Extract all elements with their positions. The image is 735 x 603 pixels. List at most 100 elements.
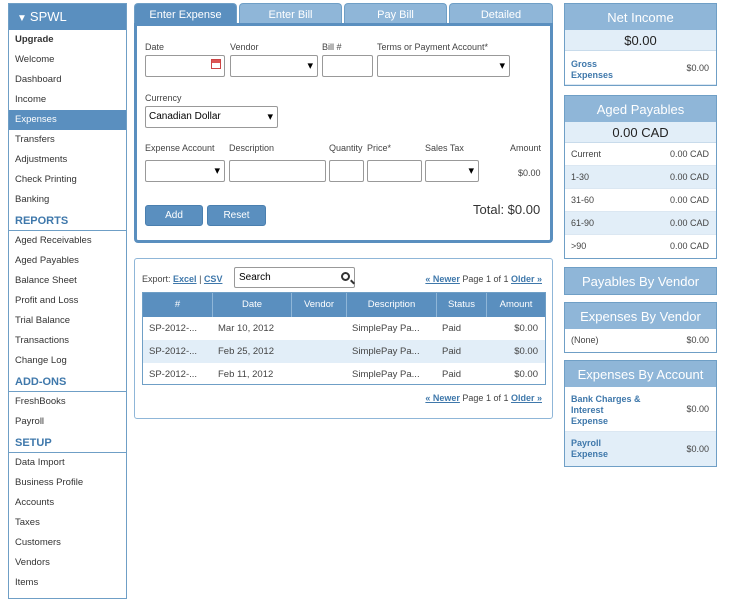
tab-detailed[interactable]: Detailed xyxy=(449,3,553,24)
sidebar-item-dashboard[interactable]: Dashboard xyxy=(15,74,62,85)
cell-amount: $0.00 xyxy=(514,346,538,357)
sidebar-item-balance-sheet[interactable]: Balance Sheet xyxy=(15,275,77,286)
table-row[interactable]: SP-2012-... Feb 25, 2012 SimplePay Pa...… xyxy=(143,340,545,363)
account-expense-value: $0.00 xyxy=(686,404,709,414)
sidebar-item-adjustments[interactable]: Adjustments xyxy=(15,154,68,165)
column-header-status[interactable]: Status xyxy=(437,293,487,317)
sidebar-item-aged-payables[interactable]: Aged Payables xyxy=(15,255,79,266)
sidebar-item-welcome[interactable]: Welcome xyxy=(15,54,55,65)
sidebar-item-accounts[interactable]: Accounts xyxy=(15,497,55,508)
sidebar-item-transactions[interactable]: Transactions xyxy=(15,335,70,346)
reset-button[interactable]: Reset xyxy=(207,205,266,226)
date-field[interactable] xyxy=(145,55,225,77)
account-link[interactable]: Payroll Expense xyxy=(571,438,609,459)
table-row[interactable]: SP-2012-... Mar 10, 2012 SimplePay Pa...… xyxy=(143,317,545,340)
enter-expense-form: Date Vendor Bill # Terms or Payment Acco… xyxy=(134,23,553,243)
sidebar-item-items[interactable]: Items xyxy=(15,577,39,588)
aging-bucket-label: 1-30 xyxy=(571,172,590,182)
sidebar-item-profit-and-loss[interactable]: Profit and Loss xyxy=(15,295,79,306)
column-header-vendor[interactable]: Vendor xyxy=(292,293,347,317)
sidebar-section-add-ons: ADD-ONS xyxy=(9,371,126,392)
quantity-field[interactable] xyxy=(329,160,364,182)
older-link[interactable]: Older » xyxy=(510,393,542,403)
company-menu[interactable]: ▼ SPWL xyxy=(9,4,126,30)
aging-bucket-label: 61-90 xyxy=(571,218,595,228)
aged-payables-row-over-90: >90 0.00 CAD xyxy=(565,235,716,257)
expense-account-label: Expense Account xyxy=(145,143,215,153)
search-text: Search xyxy=(239,272,271,283)
sidebar-item-business-profile[interactable]: Business Profile xyxy=(15,477,84,488)
aging-bucket-value: 0.00 CAD xyxy=(669,195,709,205)
quantity-label: Quantity xyxy=(329,143,363,153)
expenses-by-vendor-widget: Expenses By Vendor (None) $0.00 xyxy=(564,302,717,353)
gross-expenses-link[interactable]: Gross Expenses xyxy=(571,59,614,80)
aging-bucket-value: 0.00 CAD xyxy=(669,218,709,228)
expenses-by-account-title[interactable]: Expenses By Account xyxy=(565,361,716,387)
sidebar-item-expenses[interactable]: Expenses xyxy=(9,110,126,130)
aged-payables-row-61-90: 61-90 0.00 CAD xyxy=(565,212,716,235)
account-link[interactable]: Bank Charges & Interest Expense xyxy=(571,394,641,426)
currency-select[interactable]: Canadian Dollar xyxy=(145,106,278,128)
column-header-date[interactable]: Date xyxy=(213,293,292,317)
expense-account-select[interactable] xyxy=(145,160,225,182)
vendor-select[interactable] xyxy=(230,55,318,77)
tab-enter-bill[interactable]: Enter Bill xyxy=(239,3,342,24)
sidebar-item-aged-receivables[interactable]: Aged Receivables xyxy=(15,235,92,246)
tab-enter-expense[interactable]: Enter Expense xyxy=(134,3,237,24)
sidebar-item-change-log[interactable]: Change Log xyxy=(15,355,67,366)
sales-tax-select[interactable] xyxy=(425,160,479,182)
sidebar-item-freshbooks[interactable]: FreshBooks xyxy=(15,396,66,407)
expenses-by-account-row[interactable]: Bank Charges & Interest Expense $0.00 xyxy=(565,387,716,432)
export-excel-link[interactable]: Excel xyxy=(173,274,197,284)
sidebar-item-customers[interactable]: Customers xyxy=(15,537,61,548)
price-field[interactable] xyxy=(367,160,422,182)
caret-down-icon: ▼ xyxy=(17,13,27,24)
description-label: Description xyxy=(229,143,275,153)
sidebar: ▼ SPWL Upgrade Welcome Dashboard Income E… xyxy=(8,3,127,599)
older-link[interactable]: Older » xyxy=(510,274,542,284)
newer-link[interactable]: « Newer xyxy=(425,274,460,284)
column-header-description[interactable]: Description xyxy=(347,293,437,317)
date-label: Date xyxy=(145,42,165,52)
sidebar-item-transfers[interactable]: Transfers xyxy=(15,134,55,145)
sidebar-item-payroll[interactable]: Payroll xyxy=(15,416,45,427)
newer-link[interactable]: « Newer xyxy=(425,393,460,403)
sidebar-item-taxes[interactable]: Taxes xyxy=(15,517,40,528)
column-header-amount[interactable]: Amount xyxy=(487,293,545,317)
cell-status: Paid xyxy=(442,369,462,380)
sales-tax-label: Sales Tax xyxy=(425,143,464,153)
description-field[interactable] xyxy=(229,160,326,182)
sidebar-item-upgrade[interactable]: Upgrade xyxy=(15,34,54,45)
table-row[interactable]: SP-2012-... Feb 11, 2012 SimplePay Pa...… xyxy=(143,363,545,386)
net-income-widget: Net Income $0.00 Gross Expenses $0.00 xyxy=(564,3,717,86)
gross-expenses-row[interactable]: Gross Expenses $0.00 xyxy=(565,51,716,85)
sidebar-item-banking[interactable]: Banking xyxy=(15,194,50,205)
sidebar-item-check-printing[interactable]: Check Printing xyxy=(15,174,77,185)
expenses-by-vendor-title[interactable]: Expenses By Vendor xyxy=(565,303,716,329)
search-icon[interactable] xyxy=(341,272,350,281)
net-income-title[interactable]: Net Income xyxy=(565,4,716,30)
calendar-icon[interactable] xyxy=(211,59,221,69)
column-header-number[interactable]: # xyxy=(143,293,213,317)
cell-number: SP-2012-... xyxy=(149,323,198,334)
aging-bucket-label: Current xyxy=(571,149,602,159)
sidebar-item-trial-balance[interactable]: Trial Balance xyxy=(15,315,71,326)
bill-number-field[interactable] xyxy=(322,55,373,77)
aging-bucket-value: 0.00 CAD xyxy=(669,149,709,159)
add-button[interactable]: Add xyxy=(145,205,203,226)
aging-bucket-value: 0.00 CAD xyxy=(669,172,709,182)
cell-amount: $0.00 xyxy=(514,323,538,334)
expense-list-panel: Export: Excel | CSV Search « Newer Page … xyxy=(134,258,553,419)
sidebar-section-setup: SETUP xyxy=(9,432,126,453)
search-input[interactable]: Search xyxy=(234,267,355,288)
sidebar-item-data-import[interactable]: Data Import xyxy=(15,457,65,468)
sidebar-item-income[interactable]: Income xyxy=(15,94,47,105)
payables-by-vendor-title[interactable]: Payables By Vendor xyxy=(565,268,716,294)
sidebar-item-vendors[interactable]: Vendors xyxy=(15,557,50,568)
terms-select[interactable] xyxy=(377,55,510,77)
export-csv-link[interactable]: CSV xyxy=(203,274,223,284)
tab-pay-bill[interactable]: Pay Bill xyxy=(344,3,447,24)
aged-payables-title[interactable]: Aged Payables xyxy=(565,96,716,122)
expenses-by-account-row[interactable]: Payroll Expense $0.00 xyxy=(565,432,716,466)
terms-label: Terms or Payment Account* xyxy=(377,42,489,52)
